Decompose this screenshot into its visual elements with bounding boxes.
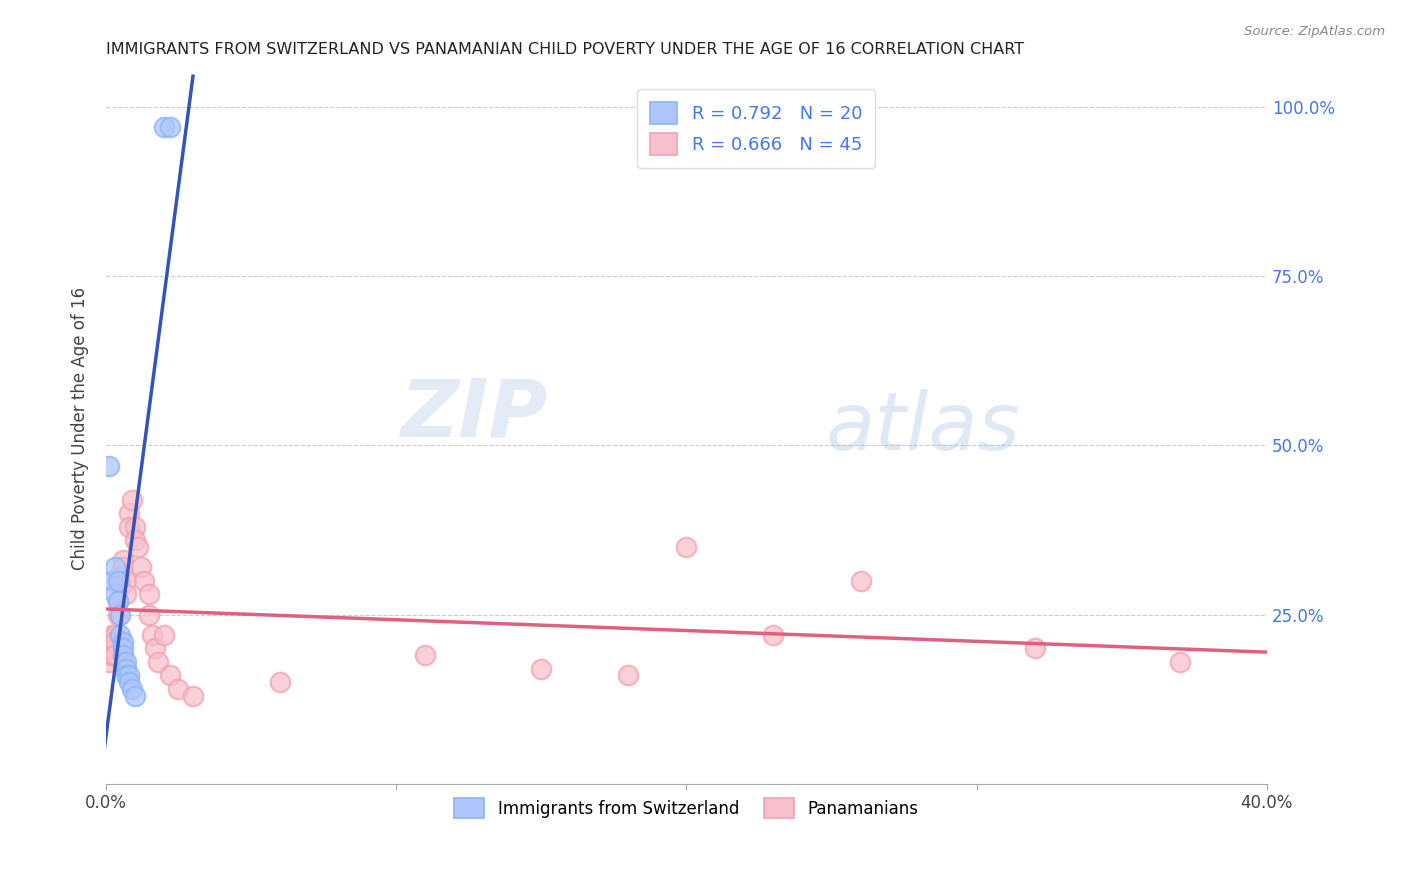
Text: atlas: atlas [825,390,1021,467]
Point [413,648,436,662]
Point [112,553,135,567]
Point [110,607,132,622]
Point [110,566,132,581]
Point [110,628,132,642]
Point [104,587,127,601]
Point [159,668,181,682]
Point [100,574,122,588]
Point [97,641,120,656]
Point [100,648,122,662]
Point [124,533,146,548]
Point [97,655,120,669]
Point [115,662,138,676]
Point [115,668,138,682]
Text: IMMIGRANTS FROM SWITZERLAND VS PANAMANIAN CHILD POVERTY UNDER THE AGE OF 16 CORR: IMMIGRANTS FROM SWITZERLAND VS PANAMANIA… [105,42,1024,57]
Text: Source: ZipAtlas.com: Source: ZipAtlas.com [1244,25,1385,38]
Point [127,540,149,554]
Point [167,681,190,696]
Point [112,634,135,648]
Point [112,560,135,574]
Point [112,641,135,656]
Point [100,634,122,648]
Point [121,492,143,507]
Point [104,634,127,648]
Point [104,648,127,662]
Point [97,458,120,473]
Point [129,560,152,574]
Text: ZIP: ZIP [399,376,547,453]
Point [104,560,127,574]
Point [153,628,176,642]
Point [112,648,135,662]
Point [675,540,697,554]
Point [97,648,120,662]
Point [115,655,138,669]
Point [849,574,872,588]
Y-axis label: Child Poverty Under the Age of 16: Child Poverty Under the Age of 16 [72,287,89,570]
Point [107,594,129,608]
Point [617,668,640,682]
Point [1024,641,1046,656]
Point [141,628,163,642]
Point [124,689,146,703]
Point [159,120,181,135]
Point [115,587,138,601]
Point [762,628,785,642]
Point [118,519,141,533]
Point [110,574,132,588]
Point [104,628,127,642]
Point [138,587,160,601]
Point [124,519,146,533]
Point [121,681,143,696]
Point [143,641,166,656]
Point [138,607,160,622]
Point [110,581,132,595]
Legend: Immigrants from Switzerland, Panamanians: Immigrants from Switzerland, Panamanians [447,791,925,825]
Point [118,675,141,690]
Point [118,668,141,682]
Point [269,675,291,690]
Point [100,641,122,656]
Point [100,628,122,642]
Point [115,574,138,588]
Point [153,120,176,135]
Point [1168,655,1191,669]
Point [181,689,204,703]
Point [530,662,553,676]
Point [107,594,129,608]
Point [132,574,155,588]
Point [118,506,141,520]
Point [107,607,129,622]
Point [146,655,169,669]
Point [107,574,129,588]
